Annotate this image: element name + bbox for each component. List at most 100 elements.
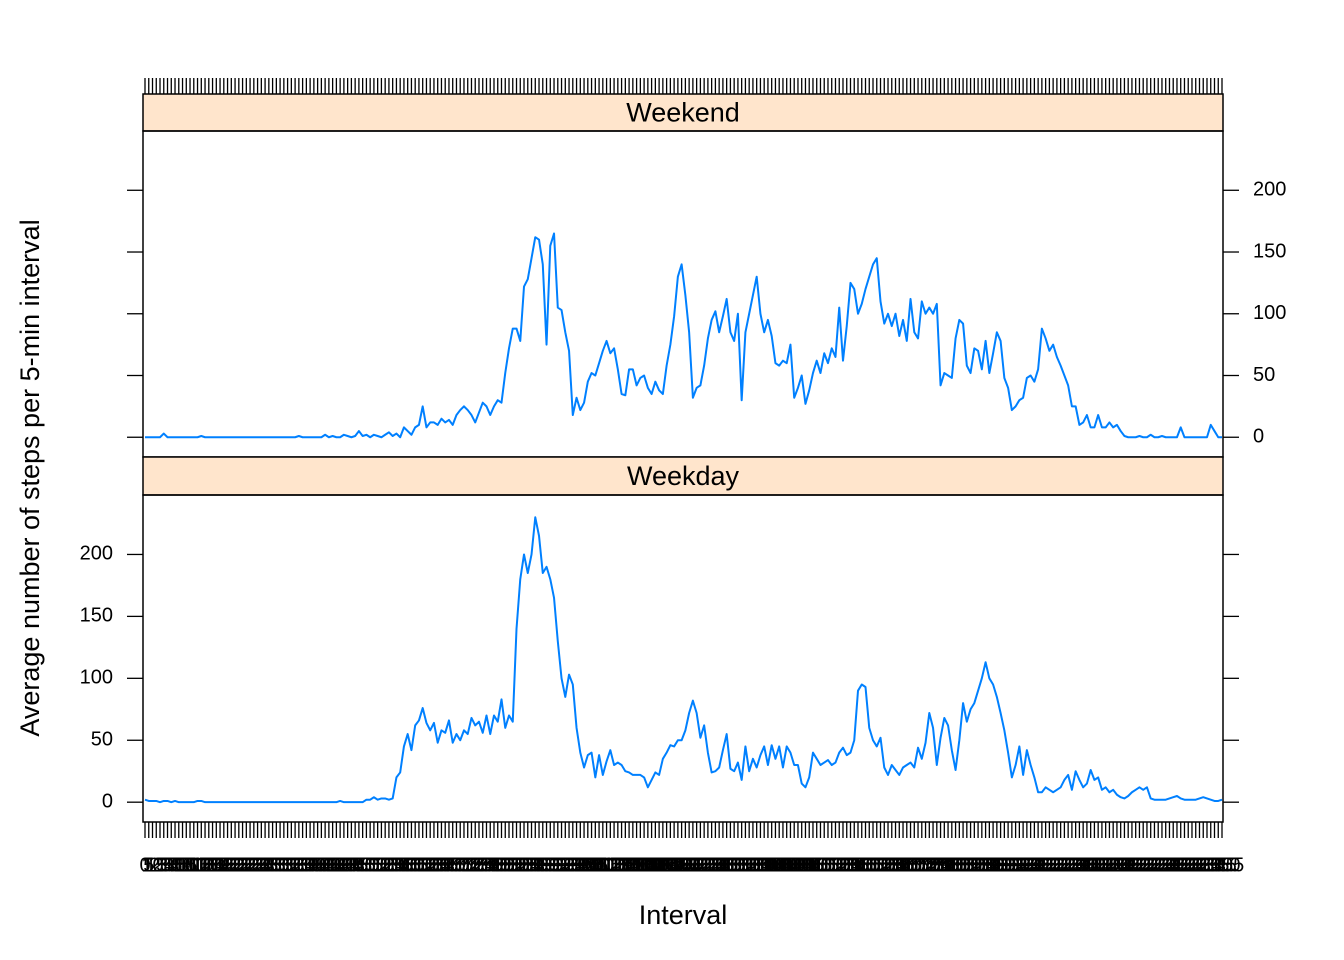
x-tick-label: 1245: [697, 854, 742, 876]
y-tick-label: 200: [1253, 179, 1286, 201]
x-tick-label: 1350: [746, 854, 791, 876]
x-tick-label: 550: [391, 854, 424, 876]
x-tick-label: 340: [293, 854, 326, 876]
x-tick-label: 540: [383, 854, 416, 876]
x-tick-label: 445: [342, 854, 375, 876]
x-tick-label: 1225: [682, 854, 727, 876]
x-tick-label: 1545: [832, 854, 877, 876]
x-tick-label: 100: [173, 854, 206, 876]
x-tick-label: 520: [368, 854, 401, 876]
x-tick-label: 1110: [627, 854, 669, 876]
x-tick-label: 355: [305, 854, 338, 876]
x-tick-label: 1200: [663, 854, 708, 876]
x-tick-label: 945: [567, 854, 600, 876]
x-tick-label: 2245: [1147, 854, 1192, 876]
x-tick-label: 1215: [674, 854, 719, 876]
x-tick-label: 2215: [1125, 854, 1170, 876]
x-tick-label: 1400: [753, 854, 798, 876]
x-tick-label: 1525: [817, 854, 862, 876]
x-tick-label: 1610: [851, 854, 896, 876]
x-tick-label: 1550: [836, 854, 881, 876]
x-tick-label: 1240: [693, 854, 738, 876]
x-tick-label: 2015: [1035, 854, 1080, 876]
x-tick-label: 1035: [599, 854, 644, 876]
x-tick-label: 1745: [922, 854, 967, 876]
x-tick-label: 30: [156, 854, 178, 876]
x-tick-label: 755: [485, 854, 518, 876]
x-tick-label: 1330: [731, 854, 776, 876]
x-tick-label: 20: [149, 854, 171, 876]
x-tick-label: 1605: [847, 854, 892, 876]
x-tick-label: 700: [444, 854, 477, 876]
x-tick-label: 655: [440, 854, 473, 876]
x-tick-label: 440: [338, 854, 371, 876]
x-tick-label: 1340: [738, 854, 783, 876]
x-tick-label: 1455: [794, 854, 839, 876]
y-tick-label: 50: [91, 729, 113, 751]
x-tick-label: 1230: [686, 854, 731, 876]
x-tick-label: 230: [241, 854, 274, 876]
x-tick-label: 1755: [930, 854, 975, 876]
x-tick-label: 2040: [1053, 854, 1098, 876]
x-tick-label: 2325: [1177, 854, 1222, 876]
x-tick-label: 330: [286, 854, 319, 876]
x-tick-label: 215: [230, 854, 263, 876]
x-tick-label: 835: [515, 854, 548, 876]
x-tick-label: 350: [301, 854, 334, 876]
x-tick-label: 305: [267, 854, 300, 876]
y-tick-label: 0: [102, 790, 113, 812]
x-tick-label: 1145: [653, 854, 696, 876]
line: [144, 516, 1223, 804]
x-tick-label: 140: [203, 854, 236, 876]
x-tick-label: 2330: [1181, 854, 1226, 876]
x-tick-label: 1845: [967, 854, 1012, 876]
x-tick-label: 1630: [866, 854, 911, 876]
strip-label: Weekday: [627, 461, 740, 491]
x-tick-label: 955: [575, 854, 608, 876]
x-tick-label: 1925: [997, 854, 1042, 876]
x-tick-label: 1430: [776, 854, 821, 876]
x-tick-label: 1310: [716, 854, 761, 876]
x-tick-label: 2000: [1023, 854, 1068, 876]
x-tick-label: 730: [466, 854, 499, 876]
x-tick-label: 750: [481, 854, 514, 876]
x-tick-label: 1835: [960, 854, 1005, 876]
x-tick-label: 1830: [956, 854, 1001, 876]
x-tick-label: 620: [414, 854, 447, 876]
x-tick-label: 1940: [1008, 854, 1053, 876]
x-tick-label: 645: [432, 854, 465, 876]
x-tick-label: 1220: [678, 854, 723, 876]
x-tick-label: 1440: [783, 854, 828, 876]
x-tick-label: 415: [320, 854, 353, 876]
x-tick-label: 1715: [900, 854, 945, 876]
x-tick-label: 735: [470, 854, 503, 876]
x-tick-label: 210: [226, 854, 259, 876]
x-tick-label: 1625: [862, 854, 907, 876]
x-tick-label: 1730: [911, 854, 956, 876]
x-tick-label: 1320: [723, 854, 768, 876]
x-tick-label: 600: [399, 854, 432, 876]
x-tick-label: 2110: [1077, 854, 1120, 876]
x-tick-label: 1935: [1005, 854, 1050, 876]
x-tick-label: 635: [425, 854, 458, 876]
x-tick-label: 235: [245, 854, 278, 876]
x-tick-label: 1700: [888, 854, 933, 876]
x-tick-label: 120: [188, 854, 221, 876]
x-tick-label: 510: [361, 854, 394, 876]
x-tick-label: 2200: [1113, 854, 1158, 876]
x-tick-label: 720: [459, 854, 492, 876]
x-tick-label: 1930: [1001, 854, 1046, 876]
y-tick-label: 200: [80, 543, 113, 565]
x-tick-label: 820: [504, 854, 537, 876]
x-tick-label: 1445: [787, 854, 832, 876]
x-tick-label: 810: [496, 854, 529, 876]
x-tick-label: 1315: [719, 854, 764, 876]
x-tick-label: 1355: [749, 854, 794, 876]
x-tick-label: 805: [492, 854, 525, 876]
x-tick-label: 910: [541, 854, 574, 876]
x-tick-label: 1300: [708, 854, 753, 876]
x-axis-label: Interval: [639, 900, 728, 930]
x-tick-label: 5: [143, 854, 154, 876]
x-tick-label: 2340: [1188, 854, 1233, 876]
